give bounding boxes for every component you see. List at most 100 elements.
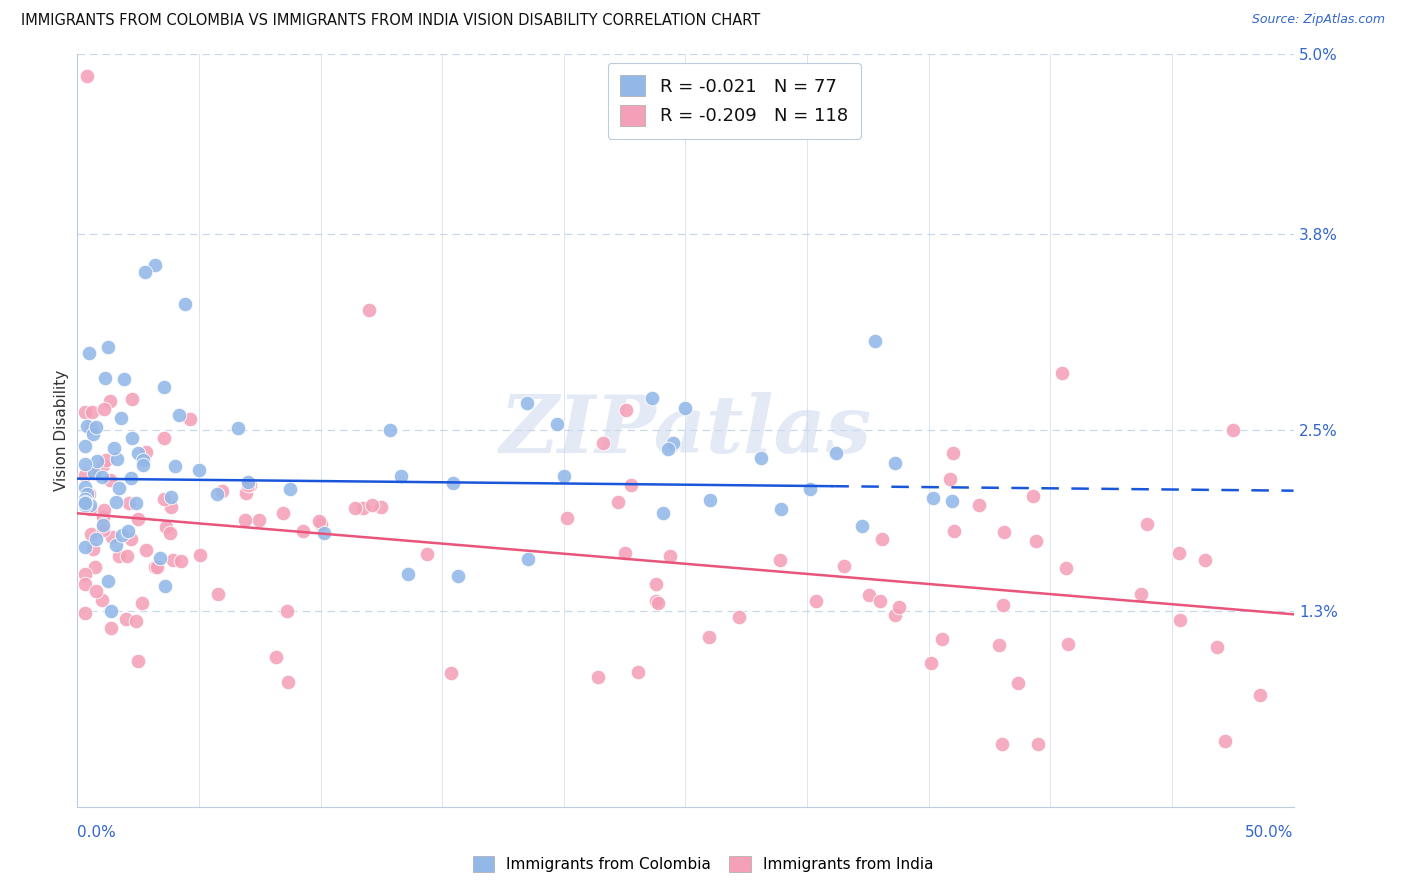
Point: [170, 554, 193, 568]
Point: [359, 302, 381, 317]
Point: [73, 541, 96, 555]
Point: [309, 516, 332, 531]
Point: [647, 596, 669, 610]
Point: [121, 431, 143, 445]
Text: IMMIGRANTS FROM COLOMBIA VS IMMIGRANTS FROM INDIA VISION DISABILITY CORRELATION : IMMIGRANTS FROM COLOMBIA VS IMMIGRANTS F…: [21, 13, 761, 29]
Point: [149, 550, 172, 565]
Point: [607, 495, 630, 509]
Point: [125, 496, 148, 510]
Text: 0.0%: 0.0%: [77, 825, 117, 840]
Point: [1022, 489, 1045, 503]
Point: [699, 492, 721, 507]
Point: [79, 498, 101, 512]
Point: [143, 560, 166, 574]
Point: [79, 501, 101, 516]
Point: [239, 478, 262, 492]
Point: [870, 532, 893, 546]
Point: [942, 524, 965, 539]
Point: [76, 486, 98, 500]
Point: [153, 380, 176, 394]
Point: [1007, 676, 1029, 690]
Point: [73, 457, 96, 471]
Point: [79, 346, 101, 360]
Point: [94, 453, 117, 467]
Point: [851, 519, 873, 533]
Point: [86, 583, 108, 598]
Point: [1054, 560, 1077, 574]
Point: [160, 500, 183, 514]
Point: [120, 533, 142, 547]
Point: [152, 431, 174, 445]
Point: [86, 419, 108, 434]
Point: [278, 482, 301, 496]
Point: [97, 340, 120, 354]
Point: [124, 615, 146, 629]
Point: [207, 587, 229, 601]
Point: [990, 737, 1012, 751]
Point: [291, 524, 314, 539]
Point: [987, 639, 1010, 653]
Y-axis label: Vision Disability: Vision Disability: [53, 370, 69, 491]
Point: [769, 502, 792, 516]
Point: [586, 670, 609, 684]
Point: [233, 513, 256, 527]
Point: [73, 439, 96, 453]
Point: [84, 560, 107, 574]
Text: Source: ZipAtlas.com: Source: ZipAtlas.com: [1251, 13, 1385, 27]
Point: [620, 478, 643, 492]
Point: [75, 467, 97, 482]
Point: [247, 513, 270, 527]
Point: [993, 525, 1015, 540]
Point: [76, 418, 98, 433]
Point: [104, 494, 127, 508]
Point: [159, 526, 181, 541]
Point: [127, 511, 149, 525]
Point: [439, 665, 461, 680]
Point: [73, 576, 96, 591]
Point: [264, 650, 287, 665]
Point: [97, 574, 120, 588]
Point: [941, 493, 963, 508]
Point: [314, 526, 336, 541]
Point: [1052, 366, 1074, 380]
Point: [155, 519, 177, 533]
Point: [98, 393, 121, 408]
Point: [104, 538, 127, 552]
Point: [120, 470, 142, 484]
Point: [211, 483, 233, 498]
Point: [118, 496, 141, 510]
Point: [887, 599, 910, 614]
Point: [1194, 553, 1216, 567]
Point: [127, 654, 149, 668]
Point: [657, 442, 679, 457]
Point: [922, 491, 945, 506]
Point: [100, 604, 122, 618]
Point: [105, 451, 128, 466]
Point: [277, 675, 299, 690]
Point: [121, 392, 143, 407]
Point: [1249, 689, 1271, 703]
Point: [308, 514, 330, 528]
Point: [153, 579, 176, 593]
Point: [82, 426, 104, 441]
Point: [132, 453, 155, 467]
Point: [103, 441, 125, 455]
Point: [1206, 640, 1229, 655]
Point: [641, 391, 664, 405]
Point: [614, 402, 637, 417]
Point: [93, 402, 115, 417]
Point: [90, 470, 112, 484]
Point: [370, 500, 392, 514]
Point: [1130, 587, 1153, 601]
Point: [73, 566, 96, 581]
Point: [768, 552, 790, 566]
Point: [235, 485, 257, 500]
Point: [516, 552, 538, 566]
Point: [94, 371, 117, 385]
Point: [832, 559, 855, 574]
Point: [188, 463, 211, 477]
Point: [858, 587, 880, 601]
Point: [1026, 737, 1049, 751]
Point: [75, 607, 97, 621]
Point: [90, 592, 112, 607]
